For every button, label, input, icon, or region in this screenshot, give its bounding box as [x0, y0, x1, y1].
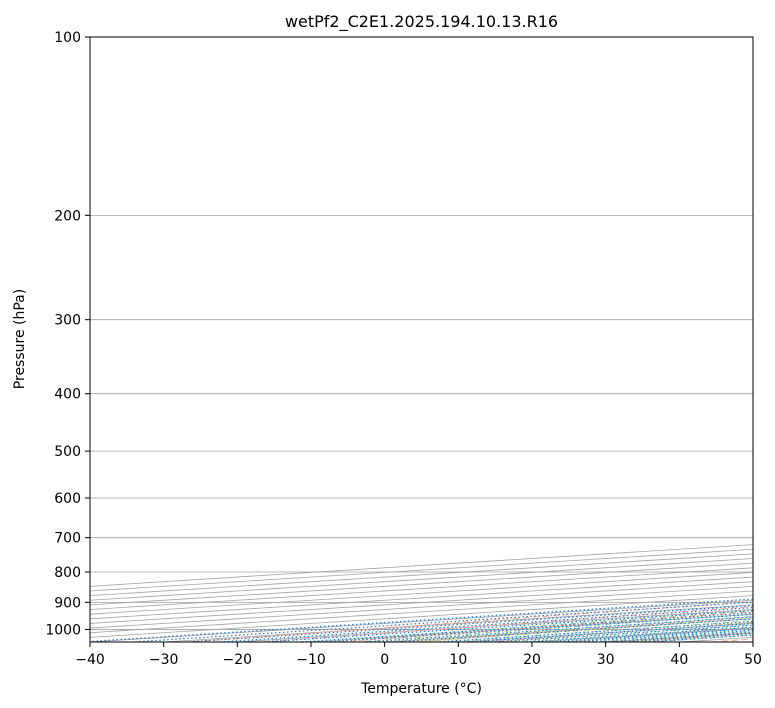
y-tick-label: 1000 — [45, 622, 81, 638]
mixing-ratio-lines — [90, 598, 753, 642]
x-tick-label: −10 — [296, 652, 326, 668]
y-tick-label: 700 — [54, 531, 81, 547]
mixing-ratio-line — [299, 612, 753, 642]
x-tick-label: 0 — [380, 652, 389, 668]
chart-title: wetPf2_C2E1.2025.194.10.13.R16 — [285, 12, 558, 32]
x-tick-label: 50 — [744, 652, 762, 668]
x-tick-label: 10 — [449, 652, 467, 668]
x-tick-label: 40 — [670, 652, 688, 668]
y-tick-label: 100 — [54, 30, 81, 46]
y-tick-label: 600 — [54, 491, 81, 507]
y-tick-label: 200 — [54, 208, 81, 224]
y-tick-label: 500 — [54, 444, 81, 460]
x-axis: −40 −30 −20 −10 0 10 20 30 40 50 — [75, 642, 762, 668]
x-axis-label: Temperature (°C) — [360, 681, 482, 697]
x-tick-label: −40 — [75, 652, 105, 668]
plot-area — [90, 37, 753, 642]
x-tick-label: −30 — [149, 652, 179, 668]
isobar-grid — [90, 37, 753, 630]
x-tick-label: −20 — [223, 652, 253, 668]
x-tick-label: 20 — [523, 652, 541, 668]
y-tick-label: 800 — [54, 565, 81, 581]
plot-frame — [89, 36, 754, 643]
plot-background — [90, 37, 753, 642]
x-tick-label: 30 — [597, 652, 615, 668]
y-axis: 100 200 300 400 500 600 700 800 900 1000 — [45, 30, 90, 638]
y-tick-label: 400 — [54, 387, 81, 403]
y-axis-label: Pressure (hPa) — [12, 289, 28, 389]
y-tick-label: 300 — [54, 313, 81, 329]
y-tick-label: 900 — [54, 595, 81, 611]
